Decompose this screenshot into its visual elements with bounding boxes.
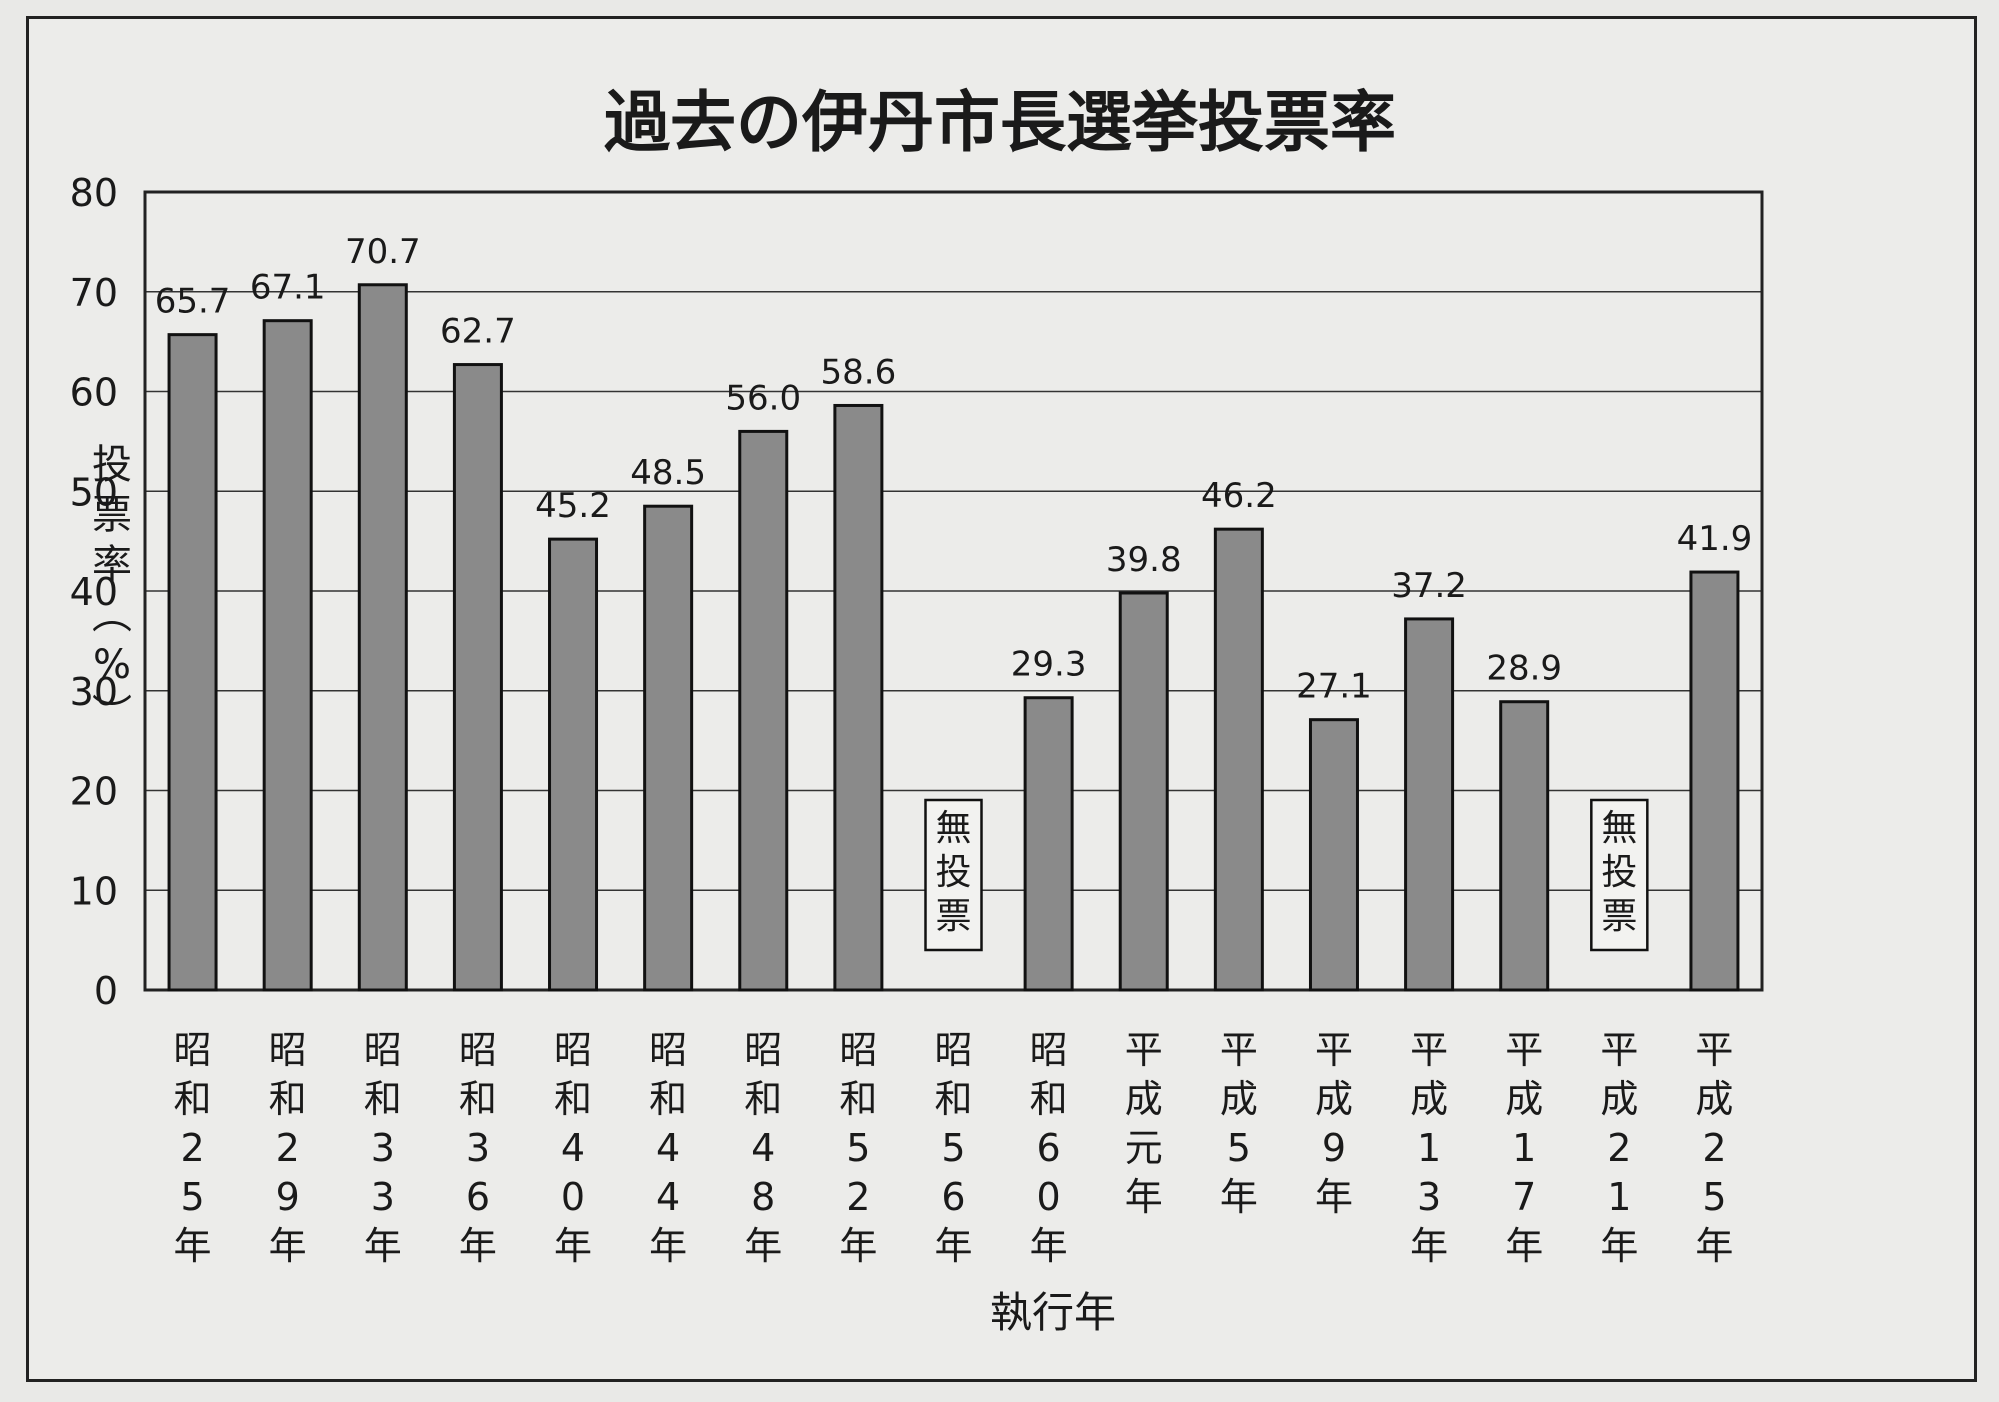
y-tick-label: 30 xyxy=(70,670,118,714)
bar xyxy=(1213,527,1264,992)
bars xyxy=(167,283,1740,992)
x-axis-ticks: 昭和 2 5 年 昭和 2 9 年 昭和 3 3 年 昭和 3 6 年 昭和 4 0 年 昭和 4 4 年 昭和 4 8 年 昭和 5 2 年… xyxy=(174,1028,1734,1268)
x-tick-label: 平成 2 5 年 xyxy=(1695,1028,1733,1268)
data-label: 41.9 xyxy=(1677,519,1753,559)
bar xyxy=(1308,718,1359,992)
y-tick-label: 0 xyxy=(94,969,118,1013)
x-tick-label: 昭和 2 9 年 xyxy=(269,1028,307,1268)
x-tick-label: 昭和 6 0 年 xyxy=(1030,1028,1068,1268)
x-tick-label: 昭和 4 8 年 xyxy=(744,1028,782,1268)
bar xyxy=(1404,617,1455,992)
data-label: 29.3 xyxy=(1011,645,1087,685)
data-labels: 65.7 67.1 70.7 62.7 45.2 48.5 56.0 58.6 29.3 39.8… xyxy=(155,232,1753,707)
data-label: 56.0 xyxy=(725,378,801,418)
bar xyxy=(357,283,408,992)
y-tick-label: 70 xyxy=(70,271,118,315)
x-tick-label: 昭和 4 0 年 xyxy=(554,1028,592,1268)
data-label: 46.2 xyxy=(1201,476,1277,516)
y-tick-label: 60 xyxy=(70,371,118,415)
no-vote-annotation: 無投票 xyxy=(1590,798,1649,952)
bar xyxy=(1689,570,1740,992)
chart-title: 過去の伊丹市長選挙投票率 xyxy=(604,84,1396,161)
data-label: 65.7 xyxy=(155,282,231,322)
x-tick-label: 昭和 4 4 年 xyxy=(649,1028,687,1268)
y-axis-label: 投票率︵% ︶ xyxy=(92,442,132,738)
annotation-box xyxy=(1590,798,1649,952)
annotation-text: 無投票 xyxy=(935,808,971,937)
plot-area xyxy=(143,190,1764,992)
y-axis-ticks: 0 10 20 30 40 50 60 70 80 xyxy=(70,171,118,1013)
data-label: 70.7 xyxy=(345,232,421,272)
y-tick-label: 20 xyxy=(70,770,118,814)
x-tick-label: 平成 5 年 xyxy=(1220,1028,1258,1219)
bar xyxy=(452,363,503,992)
data-label: 67.1 xyxy=(250,268,326,308)
y-tick-label: 50 xyxy=(70,470,118,514)
x-tick-label: 昭和 3 3 年 xyxy=(364,1028,402,1268)
data-label: 37.2 xyxy=(1391,566,1467,606)
x-tick-label: 平成 2 1 年 xyxy=(1600,1028,1638,1268)
data-label: 48.5 xyxy=(630,453,706,493)
x-tick-label: 平成元年 xyxy=(1125,1028,1163,1219)
bar xyxy=(262,319,313,992)
data-label: 28.9 xyxy=(1486,649,1562,689)
x-tick-label: 昭和 2 5 年 xyxy=(174,1028,212,1268)
bar xyxy=(738,429,789,992)
x-tick-label: 昭和 5 6 年 xyxy=(934,1028,972,1268)
y-tick-label: 80 xyxy=(70,171,118,215)
grid-lines xyxy=(145,291,1762,891)
data-label: 62.7 xyxy=(440,312,516,352)
x-tick-label: 平成 1 7 年 xyxy=(1505,1028,1543,1268)
bar xyxy=(548,537,599,992)
y-tick-label: 40 xyxy=(70,570,118,614)
annotation-text: 無投票 xyxy=(1601,808,1637,937)
y-tick-label: 10 xyxy=(70,869,118,913)
y-axis-label-text: 投票率︵% ︶ xyxy=(92,442,132,738)
data-label: 27.1 xyxy=(1296,667,1372,707)
x-tick-label: 昭和 3 6 年 xyxy=(459,1028,497,1268)
x-tick-label: 平成 9 年 xyxy=(1315,1028,1353,1219)
x-tick-label: 平成 1 3 年 xyxy=(1410,1028,1448,1268)
x-axis-label: 執行年 xyxy=(990,1288,1116,1337)
bar xyxy=(1499,700,1550,992)
chart-frame xyxy=(26,16,1977,1382)
bar xyxy=(643,504,694,992)
x-tick-label: 昭和 5 2 年 xyxy=(839,1028,877,1268)
data-label: 45.2 xyxy=(535,486,611,526)
bar xyxy=(167,333,218,992)
bar xyxy=(1023,696,1074,992)
bar xyxy=(1118,591,1169,992)
annotation-box xyxy=(924,798,983,952)
annotations: 無投票 無投票 xyxy=(924,798,1649,952)
no-vote-annotation: 無投票 xyxy=(924,798,983,952)
data-label: 39.8 xyxy=(1106,540,1182,580)
data-label: 58.6 xyxy=(821,352,897,392)
bar xyxy=(833,403,884,992)
